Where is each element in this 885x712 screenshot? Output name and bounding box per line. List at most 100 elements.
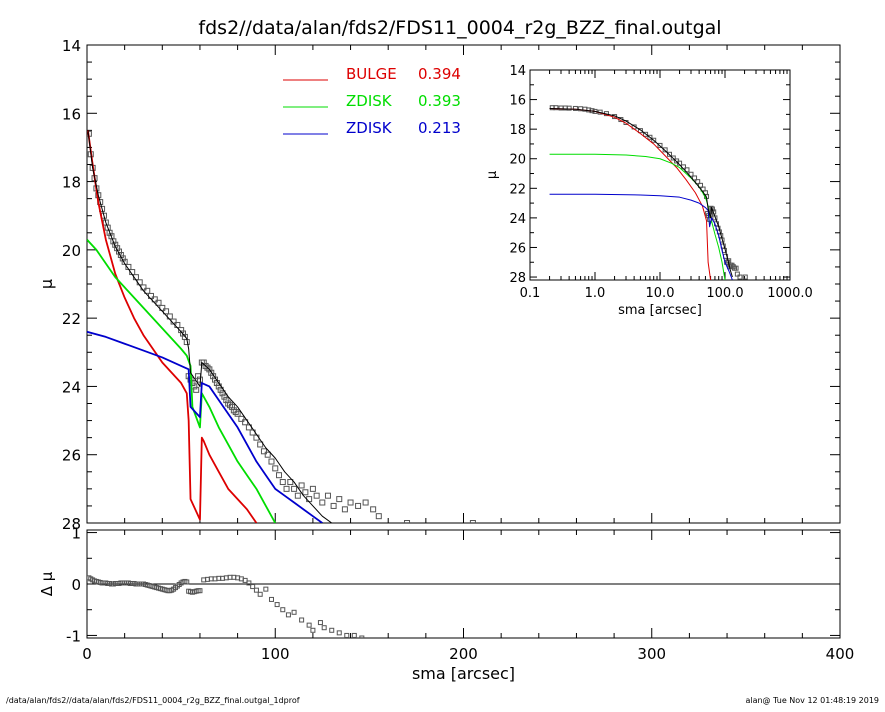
data-point: [232, 409, 239, 416]
inset-data-point: [742, 274, 748, 280]
y-tick-label: 22: [62, 310, 81, 328]
inset-data-point: [651, 137, 657, 143]
data-point: [336, 496, 343, 503]
data-point: [219, 390, 226, 397]
y-tick-label: 28: [62, 515, 81, 533]
residual-y-tick-label: 1: [71, 525, 81, 543]
data-point: [287, 479, 294, 486]
residual-point: [250, 584, 256, 590]
residual-point: [291, 609, 297, 615]
residual-point: [321, 625, 327, 631]
bulge-line: [87, 130, 258, 523]
residual-point: [197, 588, 203, 594]
inset-data-point: [566, 105, 572, 111]
data-point: [228, 403, 235, 410]
residual-point: [268, 596, 274, 602]
inset-y-tick-label: 18: [509, 123, 526, 138]
inset-x-axis-label: sma [arcsec]: [618, 303, 702, 318]
inset-y-tick-label: 14: [509, 64, 526, 79]
footer-filename: /data/alan/fds2//data/alan/fds2/FDS11_00…: [6, 696, 300, 705]
data-point: [204, 364, 211, 371]
x-tick-label: 300: [637, 645, 666, 663]
data-point: [469, 520, 476, 523]
inset-data-point: [670, 155, 676, 161]
legend-label: ZDISK: [346, 119, 393, 137]
inset-y-tick-label: 22: [509, 182, 526, 197]
x-axis-label: sma [arcsec]: [412, 664, 515, 683]
inset-data-point: [695, 179, 701, 185]
data-point: [313, 492, 320, 499]
inset-y-tick-label: 24: [509, 212, 526, 227]
data-point: [291, 485, 298, 492]
legend-label: BULGE: [346, 65, 397, 83]
data-point: [319, 499, 326, 506]
y-tick-label: 20: [62, 242, 81, 260]
x-tick-label: 200: [449, 645, 478, 663]
residual-point: [317, 620, 323, 626]
legend-value: 0.213: [418, 119, 461, 137]
y-tick-label: 14: [62, 37, 81, 55]
residual-point: [242, 577, 248, 583]
residual-point: [246, 580, 252, 586]
data-point: [163, 308, 170, 315]
inset-data-point: [734, 271, 740, 277]
main-panel: 14 16 18 20 22 24 26 28 μ: [37, 37, 841, 533]
data-point: [227, 402, 234, 409]
inset-panel: 14 16 18 20 22 24 26 280.1 1.0 10.0 100.0 1000.0 sma…: [485, 64, 813, 318]
data-point: [144, 287, 151, 294]
data-point: [330, 502, 337, 509]
residual-point-group: [87, 574, 365, 638]
data-point: [375, 513, 382, 520]
data-point: [221, 393, 228, 400]
data-point: [404, 520, 411, 523]
data-point: [238, 415, 245, 422]
data-point: [110, 238, 117, 245]
data-point: [283, 485, 290, 492]
inset-data-point: [733, 265, 739, 271]
y-tick-label: 24: [62, 378, 81, 396]
residual-point: [184, 579, 190, 585]
inset-y-tick-label: 28: [509, 271, 526, 286]
data-point: [106, 229, 113, 236]
data-point: [279, 479, 286, 486]
data-point: [257, 441, 264, 448]
data-point: [191, 383, 198, 390]
data-point: [268, 458, 275, 465]
data-point: [234, 410, 241, 417]
main-plot-area: [87, 130, 476, 523]
residual-plot-area: [87, 574, 365, 638]
y-tick-label: 26: [62, 447, 81, 465]
residual-point: [359, 635, 365, 638]
footer-timestamp: alan@ Tue Nov 12 01:48:19 2019: [745, 696, 879, 705]
inset-data-point: [586, 107, 592, 113]
inset-data-point: [729, 262, 735, 268]
inset-data-point: [662, 147, 668, 153]
residual-point: [336, 630, 342, 636]
residual-point: [253, 587, 259, 593]
data-point: [195, 373, 202, 380]
inset-data-point: [553, 105, 559, 111]
residual-point: [344, 632, 350, 638]
inset-x-tick-label: 10.0: [646, 286, 675, 301]
y-tick-label: 16: [62, 105, 81, 123]
inset-x-tick-label: 0.1: [520, 286, 541, 301]
inset-data-point: [637, 128, 643, 134]
residual-point: [280, 607, 286, 613]
residual-point: [310, 627, 316, 633]
inset-data-point: [647, 134, 653, 140]
x-tick-label: 100: [261, 645, 290, 663]
residual-point: [329, 627, 335, 633]
data-point: [180, 330, 187, 337]
residual-y-tick-label: -1: [66, 627, 81, 645]
data-point: [355, 502, 362, 509]
data-point: [230, 407, 237, 414]
inset-data-point: [643, 131, 649, 137]
zdisk-line-2: [87, 330, 323, 523]
data-point: [178, 327, 185, 334]
data-point: [260, 448, 267, 455]
data-point: [272, 465, 279, 472]
inset-background: [530, 70, 790, 280]
data-point: [302, 489, 309, 496]
